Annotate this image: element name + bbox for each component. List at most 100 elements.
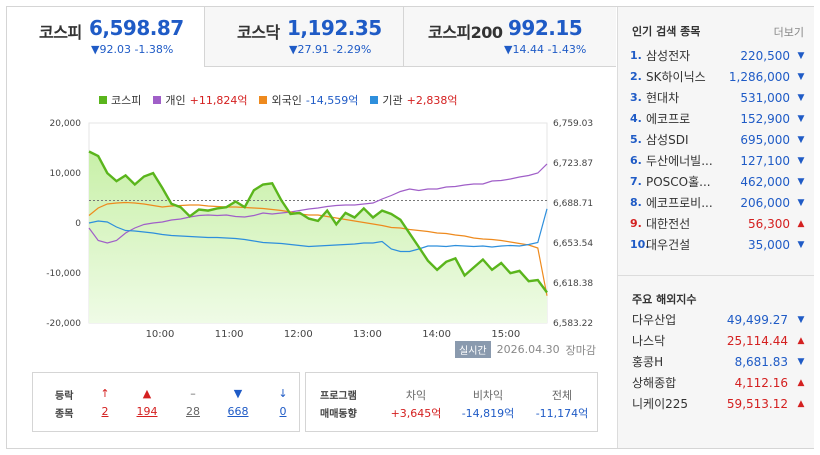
index-name[interactable]: 상해종합 [632,376,677,390]
popular-list: 1. 삼성전자 220,500 ▼ 2. SK하이닉스 1,286,000 ▼ 3. 현대차 531… [630,45,806,255]
right-tick-label: 6,653.54 [553,239,593,249]
x-tick-label: 11:00 [215,329,244,337]
overseas-index-row[interactable]: 나스닥 25,114.44 ▲ [632,330,806,351]
popular-stock-row[interactable]: 4. 에코프로 152,900 ▼ [630,108,806,129]
down-arrow-icon: ▼ [797,155,805,166]
chart-legend: 코스피 개인 +11,824억 외국인 -14,559억 기관 +2,838억 [99,92,458,108]
legend-label: 개인 [165,94,186,107]
overseas-title: 주요 해외지수 [632,293,697,306]
popular-title: 인기 검색 종목 [632,25,701,38]
more-link[interactable]: 더보기 [773,26,804,39]
stock-name[interactable]: 대우건설 [646,238,691,252]
non-arbitrage-header: 비차익 [472,389,504,402]
stock-name[interactable]: 두산에너빌... [646,154,713,168]
x-tick-label: 14:00 [422,329,451,337]
stock-name[interactable]: 에코프로비... [646,196,713,210]
legend-label: 기관 [382,94,403,107]
legend-value: +2,838억 [406,94,458,107]
swatch-institution [370,96,379,104]
stock-name[interactable]: SK하이닉스 [646,70,706,84]
rank: 7. [630,175,642,188]
legend-individual[interactable]: 개인 +11,824억 [153,92,247,108]
popular-stock-row[interactable]: 2. SK하이닉스 1,286,000 ▼ [630,66,806,87]
program-label-top: 프로그램 [320,391,357,402]
stock-price: 1,286,000 [728,69,790,84]
swatch-kospi [99,96,107,104]
stock-price: 127,100 [740,153,790,168]
index-value: 59,513.12 [726,396,788,411]
popular-stock-row[interactable]: 5. 삼성SDI 695,000 ▼ [630,129,806,150]
arbitrage-value: +3,645억 [390,407,442,420]
tab-name: 코스피200 [428,23,503,42]
x-tick-label: 13:00 [353,329,382,337]
stock-name[interactable]: 에코프로 [646,112,691,126]
market-status: 장마감 [565,343,596,357]
overseas-index-row[interactable]: 상해종합 4,112.16 ▲ [632,372,806,393]
up-arrow-icon: ▲ [797,218,805,229]
tab-kospi[interactable]: 코스피 6,598.87 ▼92.03 -1.38% [7,7,204,67]
tab-kospi200[interactable]: 코스피200 992.15 ▼14.44 -1.43% [403,7,616,67]
divider [618,275,814,276]
tab-kosdaq[interactable]: 코스닥 1,192.35 ▼27.91 -2.29% [204,7,403,67]
index-name[interactable]: 홍콩H [632,355,664,369]
right-tick-label: 6,688.71 [553,199,593,209]
index-name[interactable]: 니케이225 [632,397,689,411]
trade-date: 2026.04.30 [496,343,560,356]
stock-price: 462,000 [740,174,790,189]
tab-price: 992.15 [508,16,583,40]
stock-name[interactable]: 대한전선 [646,217,691,231]
popular-stock-row[interactable]: 10. 대우건설 35,000 ▼ [630,234,806,255]
index-name[interactable]: 다우산업 [632,313,677,327]
down-arrow-icon: ▼ [797,134,805,145]
overseas-index-row[interactable]: 홍콩H 8,681.83 ▼ [632,351,806,372]
rank: 9. [630,217,642,230]
swatch-foreign [259,96,268,104]
total-value: -11,174억 [535,407,589,420]
stock-price: 206,000 [740,195,790,210]
up-count[interactable]: 194 [136,405,158,418]
overseas-index-row[interactable]: 다우산업 49,499.27 ▼ [632,309,806,330]
legend-institution[interactable]: 기관 +2,838억 [370,92,458,108]
legend-value: -14,559억 [305,94,359,107]
down-count[interactable]: 668 [227,405,249,418]
rank: 8. [630,196,642,209]
institution-line [88,208,548,253]
limit-down-count[interactable]: 0 [279,405,287,418]
popular-stock-row[interactable]: 1. 삼성전자 220,500 ▼ [630,45,806,66]
down-arrow-icon: ▼ [797,113,805,124]
program-trading: 프로그램 매매동향 차익 +3,645억 비차익 -14,819억 전체 -11… [305,372,598,432]
legend-foreign[interactable]: 외국인 -14,559억 [259,92,358,108]
rank: 3. [630,91,642,104]
stock-name[interactable]: POSCO홀... [646,175,711,189]
flat-count[interactable]: 28 [186,405,200,418]
main-panel: 코스피 6,598.87 ▼92.03 -1.38% 코스닥 1,192.35 … [7,7,616,448]
tab-price: 1,192.35 [287,16,382,40]
stock-price: 56,300 [748,216,790,231]
program-label-bottom: 매매동향 [320,409,357,420]
stock-name[interactable]: 삼성SDI [646,133,689,147]
swatch-individual [153,96,162,104]
individual-line [88,163,548,244]
index-name[interactable]: 나스닥 [632,334,666,348]
popular-stock-row[interactable]: 8. 에코프로비... 206,000 ▼ [630,192,806,213]
rank: 4. [630,112,642,125]
popular-stock-row[interactable]: 6. 두산에너빌... 127,100 ▼ [630,150,806,171]
popular-stock-row[interactable]: 9. 대한전선 56,300 ▲ [630,213,806,234]
tab-change: ▼92.03 -1.38% [91,43,174,56]
legend-kospi[interactable]: 코스피 [99,92,141,108]
down-arrow-icon: ▼ [797,176,805,187]
limit-up-count[interactable]: 2 [101,405,109,418]
stock-name[interactable]: 삼성전자 [646,49,691,63]
popular-stock-row[interactable]: 7. POSCO홀... 462,000 ▼ [630,171,806,192]
index-value: 25,114.44 [726,333,788,348]
rank: 5. [630,133,642,146]
breadth-label-top: 등락 [55,391,74,402]
intraday-chart: 10:00 11:00 12:00 13:00 14:00 15:00 20,000 10,0… [46,119,593,337]
down-arrow-icon: ▼ [797,356,805,367]
stock-name[interactable]: 현대차 [646,91,680,105]
left-tick-label: 10,000 [50,169,82,179]
overseas-index-row[interactable]: 니케이225 59,513.12 ▲ [632,393,806,414]
stock-price: 35,000 [748,237,790,252]
up-icon: ▲ [142,387,152,400]
popular-stock-row[interactable]: 3. 현대차 531,000 ▼ [630,87,806,108]
